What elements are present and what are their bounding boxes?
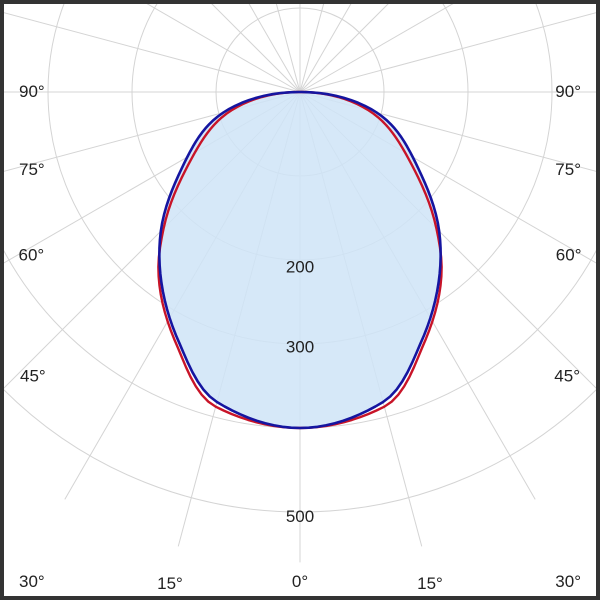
svg-text:75°: 75° — [19, 160, 45, 179]
svg-text:30°: 30° — [19, 572, 45, 591]
svg-text:90°: 90° — [19, 82, 45, 101]
svg-text:200: 200 — [286, 258, 314, 277]
svg-text:60°: 60° — [19, 246, 45, 265]
svg-text:30°: 30° — [555, 572, 581, 591]
svg-text:300: 300 — [286, 338, 314, 357]
svg-text:500: 500 — [286, 507, 314, 526]
svg-text:15°: 15° — [417, 574, 443, 593]
svg-text:75°: 75° — [555, 160, 581, 179]
svg-text:45°: 45° — [554, 367, 580, 386]
svg-text:45°: 45° — [20, 367, 46, 386]
svg-text:0°: 0° — [292, 572, 308, 591]
svg-text:15°: 15° — [157, 574, 183, 593]
svg-text:60°: 60° — [556, 246, 582, 265]
svg-text:90°: 90° — [555, 82, 581, 101]
